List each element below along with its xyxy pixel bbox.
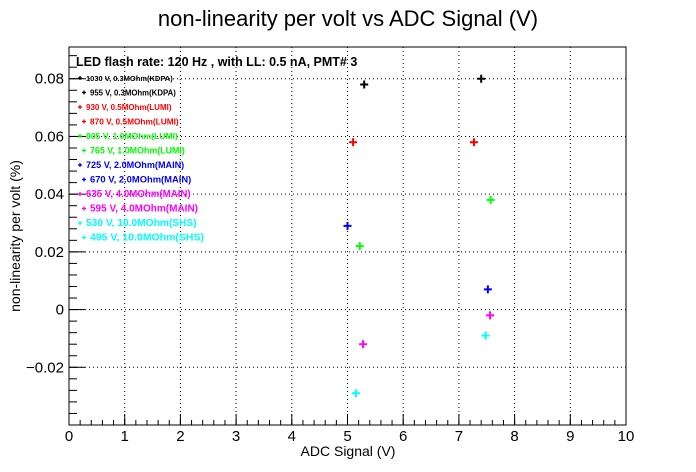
legend-entry: 1030 V, 0.3MOhm(KDPA) [78,74,173,83]
data-point [349,138,358,147]
x-tick-label: 2 [176,428,184,445]
legend-label: 635 V, 4.0MOhm(MAIN) [86,189,191,200]
y-tick-label: 0.02 [35,244,64,261]
y-tick-label: 0.06 [35,128,64,145]
x-tick-label: 6 [399,428,407,445]
data-points [343,74,495,398]
legend-label: 595 V, 4.0MOhm(MAIN) [90,204,198,215]
legend-label: 670 V, 2.0MOhm(MAIN) [90,174,191,185]
data-point [486,311,495,320]
data-point [360,80,369,89]
x-tick-label: 1 [121,428,129,445]
legend-entry: 930 V, 0.5MOhm(LUMI) [78,103,172,112]
axis-ticks [68,55,627,426]
legend-entry: 495 V, 10.0MOhm(SHS) [82,232,204,244]
legend: 1030 V, 0.3MOhm(KDPA) 955 V, 0.3MOhm(KDPA… [78,74,204,244]
data-point [483,285,492,294]
legend-entry: 870 V, 0.5MOhm(LUMI) [82,117,179,127]
chart-annotation: LED flash rate: 120 Hz , with LL: 0.5 nA… [76,55,357,69]
data-point [481,331,490,340]
legend-entry: 530 V, 10.0MOhm(SHS) [78,218,197,229]
x-tick-label: 8 [510,428,518,445]
legend-label: 870 V, 0.5MOhm(LUMI) [90,117,179,127]
grid-lines [69,47,626,425]
legend-label: 725 V, 2.0MOhm(MAIN) [86,160,184,170]
legend-label: 530 V, 10.0MOhm(SHS) [86,218,197,229]
data-point [343,221,352,230]
data-point [359,340,368,349]
x-tick-label: 7 [455,428,463,445]
legend-entry: 670 V, 2.0MOhm(MAIN) [82,174,191,185]
y-tick-label: 0.08 [35,71,64,88]
x-tick-label: 10 [618,428,635,445]
x-axis-label: ADC Signal (V) [301,443,396,459]
y-tick-label: 0 [56,302,64,319]
legend-entry: 595 V, 4.0MOhm(MAIN) [82,204,198,215]
data-point [486,195,495,204]
data-point [477,74,486,83]
y-tick-label: −0.02 [26,359,64,376]
legend-label: 930 V, 0.5MOhm(LUMI) [86,103,172,112]
legend-entry: 955 V, 0.3MOhm(KDPA) [82,89,176,98]
data-point [351,389,360,398]
legend-entry: 635 V, 4.0MOhm(MAIN) [78,189,191,200]
x-tick-label: 5 [343,428,351,445]
y-axis-label: non-linearity per volt (%) [7,160,23,312]
data-point [355,242,364,251]
legend-entry: 725 V, 2.0MOhm(MAIN) [78,160,184,170]
legend-label: 495 V, 10.0MOhm(SHS) [90,232,204,244]
chart-title: non-linearity per volt vs ADC Signal (V) [158,6,538,31]
x-tick-label: 0 [65,428,73,445]
y-tick-label: 0.04 [35,186,64,203]
x-tick-label: 4 [288,428,296,445]
tick-labels: 0 1 2 3 4 5 6 7 8 9 10 −0.02 0 0.02 0.04 0.06 0.08 [26,71,634,445]
legend-entry: 765 V, 1.0MOhm(LUMI) [82,146,185,156]
legend-label: 1030 V, 0.3MOhm(KDPA) [86,74,173,83]
legend-label: 765 V, 1.0MOhm(LUMI) [90,146,185,156]
x-tick-label: 3 [232,428,240,445]
legend-entry: 805 V, 1.0MOhm(LUMI) [78,131,178,141]
legend-label: 955 V, 0.3MOhm(KDPA) [90,89,176,98]
legend-label: 805 V, 1.0MOhm(LUMI) [86,131,178,141]
x-tick-label: 9 [566,428,574,445]
data-point [469,138,478,147]
